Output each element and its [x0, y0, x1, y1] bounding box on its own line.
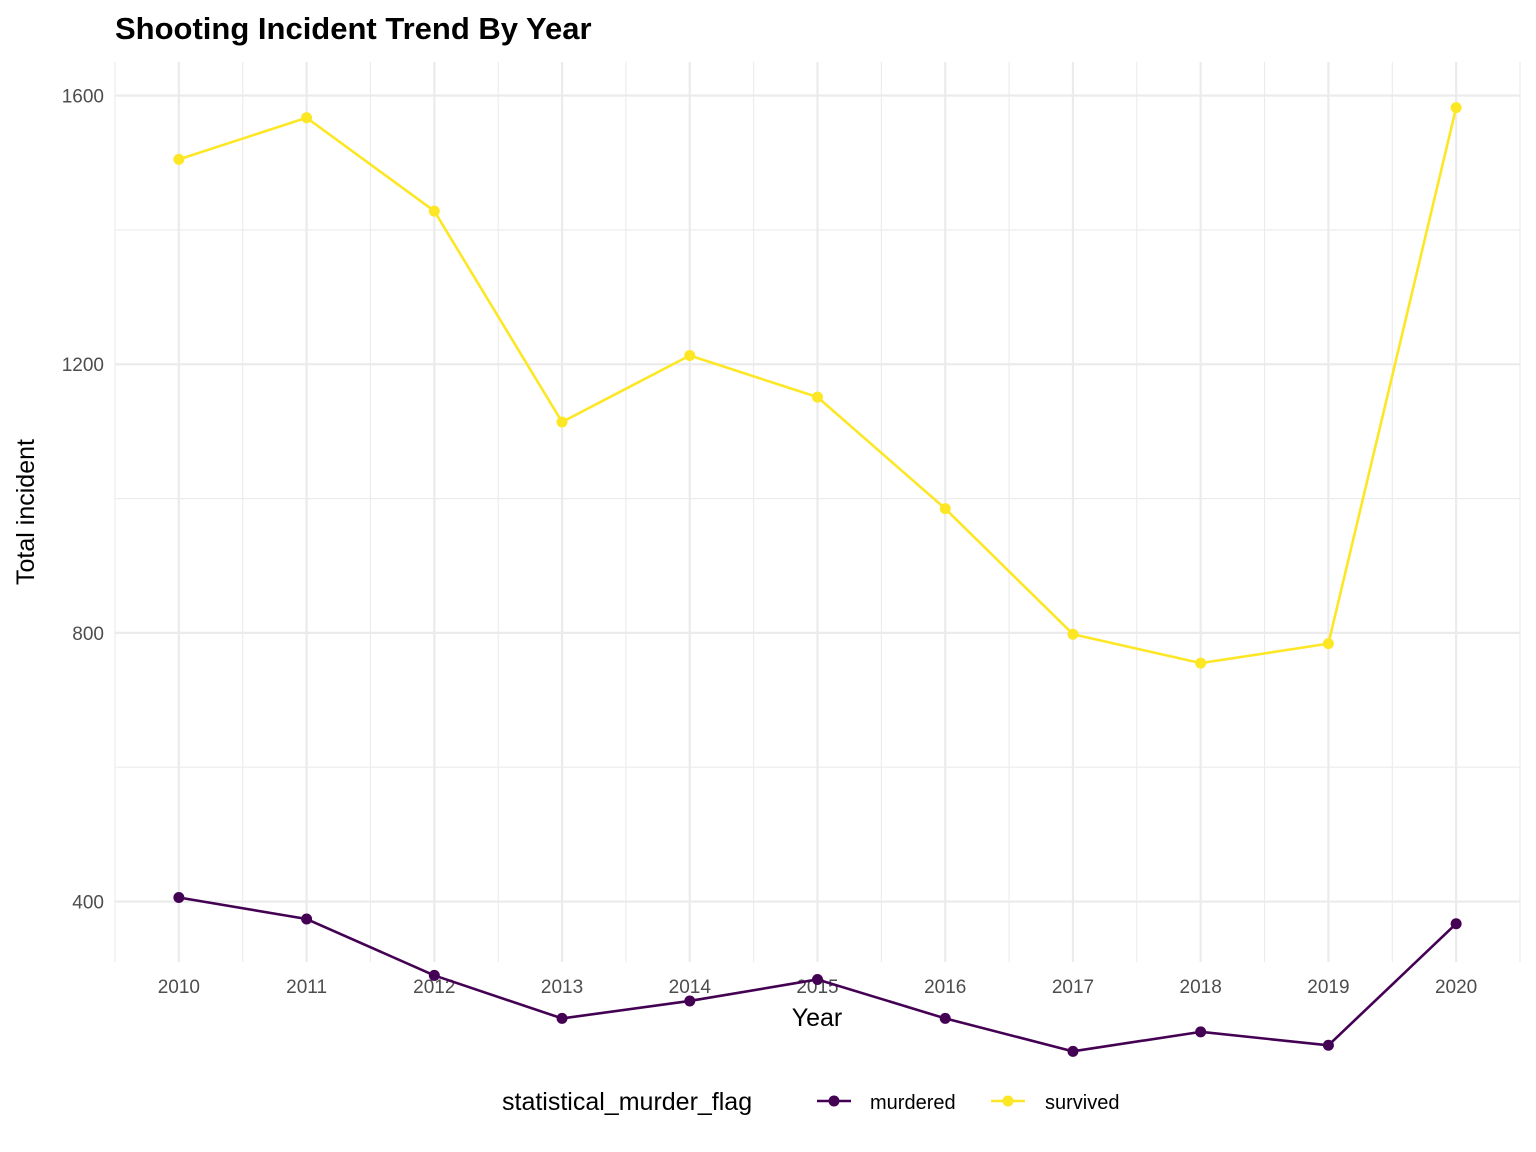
- series-lines: [173, 102, 1462, 1057]
- x-tick-label: 2011: [286, 977, 327, 998]
- x-tick-label: 2012: [413, 977, 455, 998]
- data-point: [173, 892, 185, 904]
- data-point: [939, 1012, 951, 1024]
- y-axis-tick-labels: 400 800 1200 1600: [62, 87, 104, 914]
- data-point: [556, 416, 568, 428]
- data-point: [1195, 657, 1207, 669]
- legend: statistical_murder_flag murdered survived: [502, 1088, 1119, 1116]
- legend-label: murdered: [870, 1092, 956, 1114]
- x-tick-label: 2016: [924, 977, 966, 998]
- data-point: [301, 112, 313, 124]
- legend-key-survived: survived: [991, 1092, 1119, 1114]
- series-survived: [173, 102, 1462, 669]
- data-point: [939, 503, 951, 515]
- y-tick-label: 800: [72, 624, 104, 645]
- x-tick-label: 2010: [158, 977, 200, 998]
- data-point: [301, 913, 313, 925]
- x-tick-label: 2013: [541, 977, 583, 998]
- legend-point: [828, 1095, 840, 1107]
- data-point: [684, 350, 696, 362]
- data-point: [684, 995, 696, 1007]
- data-point: [1067, 628, 1079, 640]
- grid-lines: [114, 62, 1521, 962]
- data-point: [812, 391, 823, 403]
- x-tick-label: 2018: [1180, 977, 1222, 998]
- y-tick-label: 400: [72, 893, 104, 914]
- legend-title: statistical_murder_flag: [502, 1088, 752, 1116]
- y-axis-title: Total incident: [12, 439, 40, 585]
- y-tick-label: 1600: [62, 87, 104, 108]
- x-tick-label: 2017: [1052, 977, 1094, 998]
- series-murdered: [173, 892, 1462, 1057]
- data-point: [173, 153, 185, 165]
- data-point: [428, 205, 440, 217]
- data-point: [428, 969, 440, 981]
- data-point: [1450, 918, 1462, 930]
- x-axis-title: Year: [792, 1004, 843, 1032]
- chart-title: Shooting Incident Trend By Year: [115, 11, 592, 46]
- data-point: [1322, 1039, 1334, 1051]
- x-tick-label: 2014: [669, 977, 712, 998]
- data-point: [556, 1012, 568, 1024]
- data-point: [812, 973, 823, 985]
- x-tick-label: 2019: [1307, 977, 1349, 998]
- y-tick-label: 1200: [62, 355, 104, 376]
- data-point: [1322, 638, 1334, 650]
- legend-label: survived: [1045, 1092, 1119, 1114]
- data-point: [1195, 1026, 1207, 1038]
- data-point: [1067, 1045, 1079, 1057]
- x-tick-label: 2020: [1435, 977, 1477, 998]
- legend-key-murdered: murdered: [817, 1092, 956, 1114]
- legend-point: [1002, 1095, 1014, 1107]
- data-point: [1450, 102, 1462, 114]
- legend-keys: murdered survived: [817, 1092, 1119, 1114]
